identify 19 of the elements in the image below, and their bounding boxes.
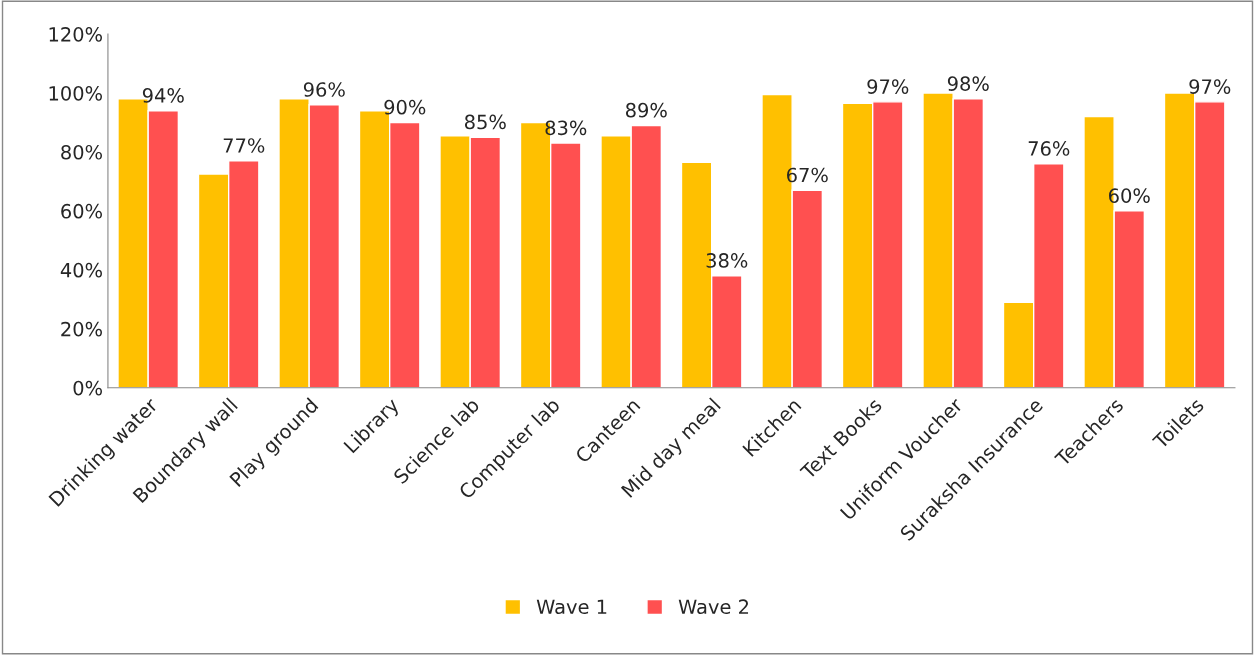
legend-label: Wave 2: [678, 599, 749, 615]
y-tick-label: 80%: [61, 144, 102, 160]
legend-label: Wave 1: [536, 599, 607, 615]
data-label: 90%: [384, 99, 426, 115]
data-label: 85%: [464, 114, 506, 130]
data-label: 76%: [1028, 141, 1070, 156]
y-tick-label: 0%: [73, 380, 102, 396]
y-tick-label: 60%: [61, 203, 102, 219]
y-tick-label: 20%: [61, 321, 102, 337]
y-tick-label: 100%: [49, 85, 102, 101]
data-label: 98%: [947, 76, 989, 91]
data-label: 89%: [625, 102, 667, 118]
data-label: 77%: [223, 138, 265, 153]
data-label: 97%: [1189, 79, 1231, 94]
data-label: 94%: [142, 88, 184, 103]
y-tick-label: 40%: [60, 262, 102, 278]
data-label: 97%: [867, 79, 909, 94]
y-tick-label: 120%: [49, 27, 102, 42]
data-label: 96%: [303, 82, 345, 97]
